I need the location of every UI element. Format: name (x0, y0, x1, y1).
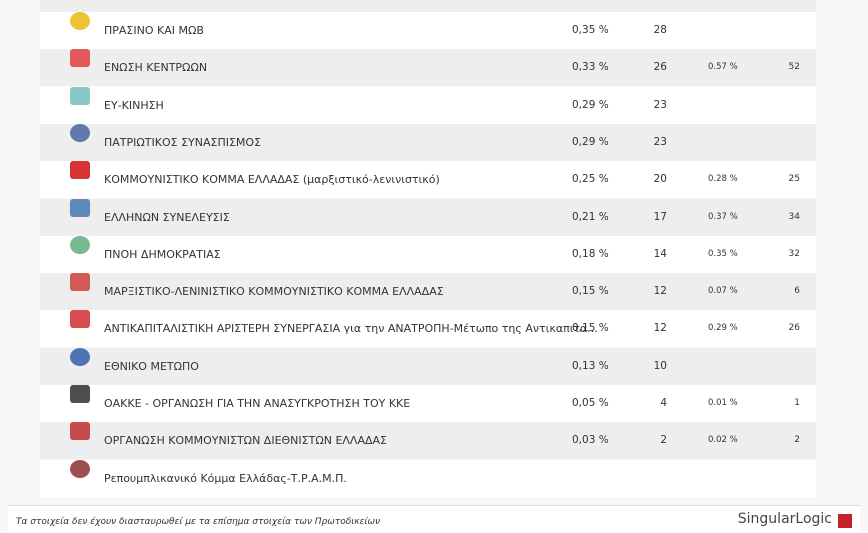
party-logo (70, 161, 90, 180)
prev-percent: 0.57 % (708, 62, 738, 73)
party-logo (70, 198, 90, 217)
party-name: ΑΝΤΙΚΑΠΙΤΑΛΙΣΤΙΚΗ ΑΡΙΣΤΕΡΗ ΣΥΝΕΡΓΑΣΙΑ γι… (104, 322, 598, 336)
vote-count: 4 (660, 397, 667, 409)
party-name: ΟΡΓΑΝΩΣΗ ΚΟΜΜΟΥΝΙΣΤΩΝ ΔΙΕΘΝΙΣΤΩΝ ΕΛΛΑΔΑΣ (104, 434, 387, 448)
party-logo (70, 310, 90, 329)
vote-count: 10 (653, 359, 667, 372)
party-logo (70, 123, 90, 142)
party-logo (70, 459, 90, 478)
vote-count: 23 (653, 135, 667, 148)
prev-row (40, 0, 816, 12)
party-name: ΕΛΛΗΝΩΝ ΣΥΝΕΛΕΥΣΙΣ (104, 210, 230, 224)
party-logo (70, 385, 90, 403)
party-name: ΠΝΟΗ ΔΗΜΟΚΡΑΤΙΑΣ (104, 247, 221, 261)
party-name: ΠΡΑΣΙΝΟ ΚΑΙ ΜΩΒ (104, 24, 204, 37)
vote-count: 23 (653, 98, 667, 111)
party-logo (70, 273, 90, 292)
vote-percent: 0,29 % (572, 135, 609, 148)
party-name: ΟΑΚΚΕ - ΟΡΓΑΝΩΣΗ ΓΙΑ ΤΗΝ ΑΝΑΣΥΓΚΡΟΤΗΣΗ Τ… (104, 397, 411, 410)
prev-percent: 0.37 % (708, 211, 738, 222)
prev-percent: 0.01 % (708, 398, 738, 408)
party-name: ΠΑΤΡΙΩΤΙΚΟΣ ΣΥΝΑΣΠΙΣΜΟΣ (104, 135, 262, 149)
brand-logo (838, 514, 852, 528)
party-name: ΚΟΜΜΟΥΝΙΣΤΙΚΟ ΚΟΜΜΑ ΕΛΛΑΔΑΣ (μαρξιστικό-… (104, 173, 440, 187)
vote-percent: 0,18 % (572, 247, 609, 260)
vote-percent: 0,15 % (572, 285, 609, 298)
vote-count: 20 (653, 173, 667, 186)
footer: Τα στοιχεία δεν έχουν διασταυρωθεί με τα… (8, 505, 860, 533)
brand: SingularLogic (737, 511, 832, 527)
vote-percent: 0,25 % (572, 173, 609, 186)
vote-count: 26 (653, 61, 667, 74)
prev-count: 34 (788, 211, 800, 222)
prev-count: 6 (794, 286, 800, 297)
vote-count: 2 (660, 434, 667, 447)
prev-count: 32 (788, 248, 800, 259)
party-logo (70, 86, 90, 105)
table-row: ΠΝΟΗ ΔΗΜΟΚΡΑΤΙΑΣ 0,18 % 14 0.35 % 32 (40, 235, 816, 273)
vote-count: 12 (653, 322, 667, 335)
table-row: ΜΑΡΞΙΣΤΙΚΟ-ΛΕΝΙΝΙΣΤΙΚΟ ΚΟΜΜΟΥΝΙΣΤΙΚΟ ΚΟΜ… (40, 273, 816, 311)
prev-percent: 0.07 % (708, 286, 738, 297)
vote-percent: 0,03 % (572, 434, 609, 447)
table-row: Ρεπουμπλικανικό Κόμμα Ελλάδας-Τ.Ρ.Α.Μ.Π. (40, 459, 816, 497)
table-row: ΑΝΤΙΚΑΠΙΤΑΛΙΣΤΙΚΗ ΑΡΙΣΤΕΡΗ ΣΥΝΕΡΓΑΣΙΑ γι… (40, 310, 816, 348)
party-name: ΜΑΡΞΙΣΤΙΚΟ-ΛΕΝΙΝΙΣΤΙΚΟ ΚΟΜΜΟΥΝΙΣΤΙΚΟ ΚΟΜ… (104, 285, 444, 299)
table-row: ΟΡΓΑΝΩΣΗ ΚΟΜΜΟΥΝΙΣΤΩΝ ΔΙΕΘΝΙΣΤΩΝ ΕΛΛΑΔΑΣ… (40, 422, 816, 460)
table-row: ΠΑΤΡΙΩΤΙΚΟΣ ΣΥΝΑΣΠΙΣΜΟΣ 0,29 % 23 (40, 123, 816, 161)
party-logo (70, 235, 90, 254)
vote-count: 28 (653, 24, 667, 36)
vote-percent: 0,35 % (572, 24, 609, 36)
prev-count: 25 (788, 174, 800, 185)
table-row: ΠΡΑΣΙΝΟ ΚΑΙ ΜΩΒ 0,35 % 28 (40, 12, 816, 49)
vote-count: 14 (653, 247, 667, 260)
party-name: ΕΝΩΣΗ ΚΕΝΤΡΩΩΝ (104, 61, 208, 75)
table-row: ΕΛΛΗΝΩΝ ΣΥΝΕΛΕΥΣΙΣ 0,21 % 17 0.37 % 34 (40, 198, 816, 236)
vote-percent: 0,29 % (572, 98, 609, 111)
prev-percent: 0.28 % (708, 174, 738, 185)
prev-percent: 0.35 % (708, 248, 738, 259)
party-name: Ρεπουμπλικανικό Κόμμα Ελλάδας-Τ.Ρ.Α.Μ.Π. (104, 471, 347, 485)
table-row: ΕΘΝΙΚΟ ΜΕΤΩΠΟ 0,13 % 10 (40, 347, 816, 385)
vote-percent: 0,21 % (572, 210, 609, 223)
prev-count: 1 (794, 398, 800, 408)
vote-count: 12 (653, 285, 667, 298)
party-logo (70, 422, 90, 441)
table-row: ΕΝΩΣΗ ΚΕΝΤΡΩΩΝ 0,33 % 26 0.57 % 52 (40, 49, 816, 87)
party-name: ΕΘΝΙΚΟ ΜΕΤΩΠΟ (104, 359, 199, 373)
party-name: ΕΥ-ΚΙΝΗΣΗ (104, 98, 164, 112)
prev-count: 2 (794, 435, 800, 446)
party-logo (70, 49, 90, 68)
vote-percent: 0,15 % (572, 322, 609, 335)
prev-count: 26 (788, 323, 800, 334)
party-logo (70, 347, 90, 366)
prev-percent: 0.29 % (708, 323, 738, 334)
table-row: ΚΟΜΜΟΥΝΙΣΤΙΚΟ ΚΟΜΜΑ ΕΛΛΑΔΑΣ (μαρξιστικό-… (40, 161, 816, 199)
prev-count: 52 (788, 62, 800, 73)
prev-percent: 0.02 % (708, 435, 738, 446)
vote-percent: 0,33 % (572, 61, 609, 74)
vote-percent: 0,05 % (572, 397, 609, 409)
vote-percent: 0,13 % (572, 359, 609, 372)
party-logo (70, 12, 90, 30)
table-row: ΕΥ-ΚΙΝΗΣΗ 0,29 % 23 (40, 86, 816, 124)
footnote: Τα στοιχεία δεν έχουν διασταυρωθεί με τα… (16, 517, 381, 527)
vote-count: 17 (653, 210, 667, 223)
table-row: ΟΑΚΚΕ - ΟΡΓΑΝΩΣΗ ΓΙΑ ΤΗΝ ΑΝΑΣΥΓΚΡΟΤΗΣΗ Τ… (40, 385, 816, 422)
